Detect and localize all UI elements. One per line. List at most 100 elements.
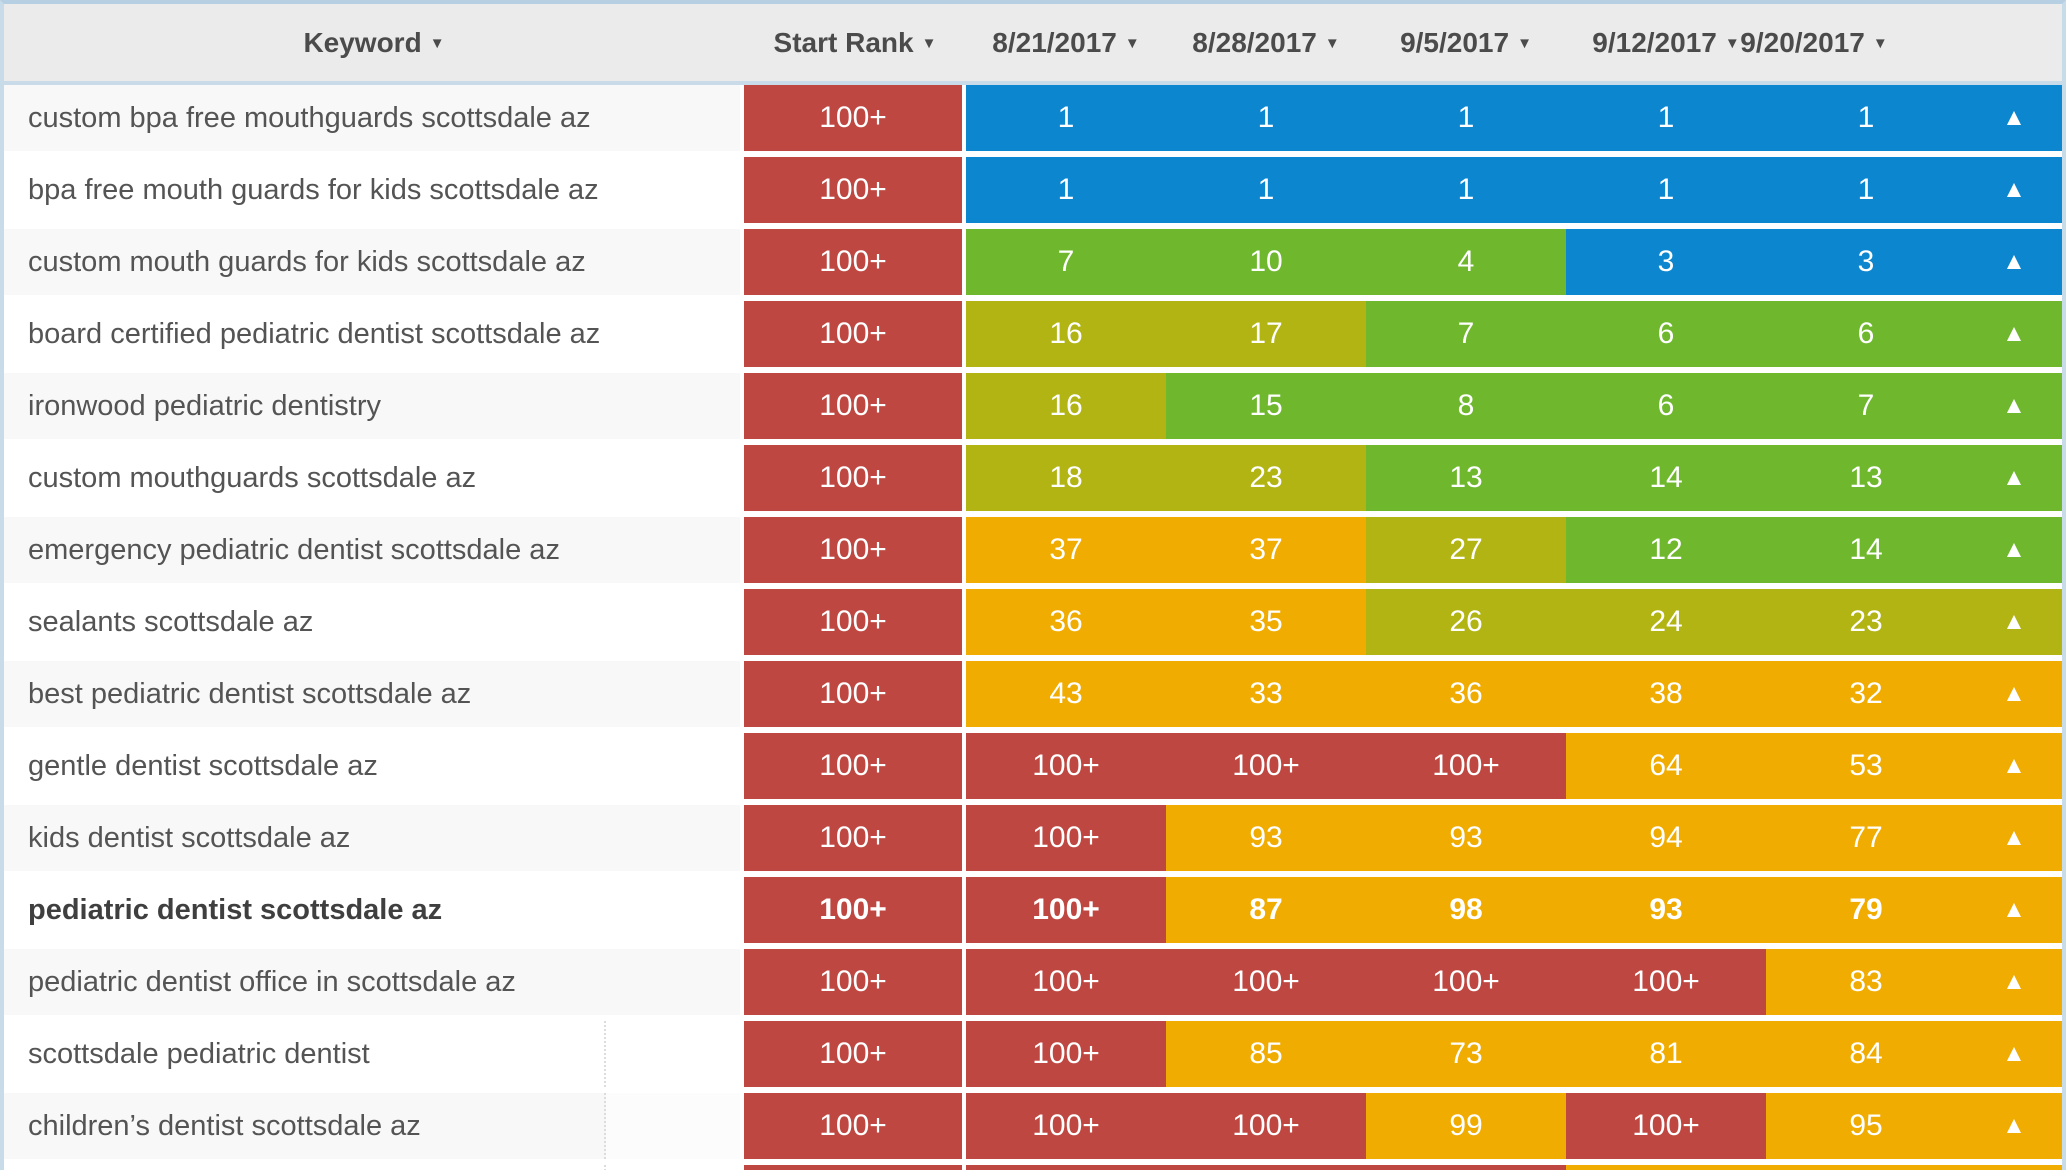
- keyword-cell[interactable]: sealants scottsdale az: [4, 589, 740, 655]
- start-rank-cell[interactable]: 100+: [744, 733, 962, 799]
- keyword-cell[interactable]: kids dentist scottsdale az: [4, 805, 740, 871]
- rank-cell[interactable]: 36: [1366, 661, 1566, 727]
- keyword-cell[interactable]: custom mouthguards scottsdale az: [4, 445, 740, 511]
- rank-cell[interactable]: 100+: [966, 1093, 1166, 1159]
- rank-cell[interactable]: 17: [1166, 301, 1366, 367]
- trend-cell[interactable]: ▲: [1966, 445, 2062, 511]
- column-header-keyword[interactable]: Keyword ▼: [4, 27, 744, 59]
- rank-cell[interactable]: 16: [966, 301, 1166, 367]
- rank-cell[interactable]: 37: [1166, 517, 1366, 583]
- rank-cell[interactable]: 13: [1766, 445, 1966, 511]
- rank-cell[interactable]: 32: [1766, 661, 1966, 727]
- trend-cell[interactable]: ▲: [1966, 1021, 2062, 1087]
- rank-cell[interactable]: 100+: [1366, 949, 1566, 1015]
- keyword-cell[interactable]: board certified pediatric dentist scotts…: [4, 301, 740, 367]
- rank-cell[interactable]: 23: [1166, 445, 1366, 511]
- rank-cell[interactable]: 24: [1566, 589, 1766, 655]
- rank-cell[interactable]: 93: [1166, 805, 1366, 871]
- rank-cell[interactable]: 26: [1366, 589, 1566, 655]
- rank-cell[interactable]: 3: [1766, 229, 1966, 295]
- rank-cell[interactable]: 38: [1566, 661, 1766, 727]
- rank-cell[interactable]: 36: [966, 589, 1166, 655]
- rank-cell[interactable]: 7: [1766, 373, 1966, 439]
- rank-cell[interactable]: 14: [1766, 517, 1966, 583]
- rank-cell[interactable]: 100+: [966, 733, 1166, 799]
- rank-cell[interactable]: 98: [1366, 877, 1566, 943]
- keyword-cell[interactable]: custom mouth guards for kids scottsdale …: [4, 229, 740, 295]
- rank-cell[interactable]: [1166, 1165, 1366, 1170]
- start-rank-cell[interactable]: 100+: [744, 301, 962, 367]
- rank-cell[interactable]: 93: [1366, 805, 1566, 871]
- keyword-cell[interactable]: bpa free mouth guards for kids scottsdal…: [4, 157, 740, 223]
- trend-cell[interactable]: ▲: [1966, 805, 2062, 871]
- rank-cell[interactable]: 73: [1366, 1021, 1566, 1087]
- rank-cell[interactable]: 37: [966, 517, 1166, 583]
- rank-cell[interactable]: 1: [1166, 85, 1366, 151]
- rank-cell[interactable]: 1: [966, 85, 1166, 151]
- trend-cell[interactable]: ▲: [1966, 733, 2062, 799]
- start-rank-cell[interactable]: 100+: [744, 1021, 962, 1087]
- rank-cell[interactable]: 4: [1366, 229, 1566, 295]
- rank-cell[interactable]: 1: [1366, 157, 1566, 223]
- rank-cell[interactable]: 10: [1166, 229, 1366, 295]
- rank-cell[interactable]: 16: [966, 373, 1166, 439]
- start-rank-cell[interactable]: 100+: [744, 1093, 962, 1159]
- trend-cell[interactable]: ▲: [1966, 157, 2062, 223]
- start-rank-cell[interactable]: 100+: [744, 445, 962, 511]
- trend-cell[interactable]: ▲: [1966, 229, 2062, 295]
- rank-cell[interactable]: 94: [1566, 805, 1766, 871]
- rank-cell[interactable]: 100+: [1166, 733, 1366, 799]
- column-header-date-2[interactable]: 8/28/2017 ▼: [1166, 27, 1366, 59]
- keyword-cell[interactable]: emergency pediatric dentist scottsdale a…: [4, 517, 740, 583]
- keyword-cell[interactable]: scottsdale pediatric dentist: [4, 1021, 740, 1087]
- trend-cell[interactable]: [1966, 1165, 2062, 1170]
- rank-cell[interactable]: 64: [1566, 733, 1766, 799]
- start-rank-cell[interactable]: 100+: [744, 877, 962, 943]
- column-header-date-4[interactable]: 9/12/2017 ▼: [1566, 27, 1766, 59]
- start-rank-cell[interactable]: 100+: [744, 661, 962, 727]
- rank-cell[interactable]: 7: [966, 229, 1166, 295]
- trend-cell[interactable]: ▲: [1966, 1093, 2062, 1159]
- start-rank-cell[interactable]: 100+: [744, 949, 962, 1015]
- rank-cell[interactable]: 100+: [966, 805, 1166, 871]
- trend-cell[interactable]: ▲: [1966, 517, 2062, 583]
- rank-cell[interactable]: 53: [1766, 733, 1966, 799]
- rank-cell[interactable]: 100+: [1166, 949, 1366, 1015]
- rank-cell[interactable]: 14: [1566, 445, 1766, 511]
- rank-cell[interactable]: 84: [1766, 1021, 1966, 1087]
- rank-cell[interactable]: 7: [1366, 301, 1566, 367]
- rank-cell[interactable]: 100+: [1166, 1093, 1366, 1159]
- column-header-date-1[interactable]: 8/21/2017 ▼: [966, 27, 1166, 59]
- rank-cell[interactable]: 1: [1366, 85, 1566, 151]
- rank-cell[interactable]: 100+: [1566, 949, 1766, 1015]
- rank-cell[interactable]: 100+: [1366, 733, 1566, 799]
- column-header-date-3[interactable]: 9/5/2017 ▼: [1366, 27, 1566, 59]
- column-header-start-rank[interactable]: Start Rank ▼: [744, 27, 966, 59]
- rank-cell[interactable]: 6: [1766, 301, 1966, 367]
- rank-cell[interactable]: 1: [1766, 157, 1966, 223]
- keyword-cell[interactable]: children’s dentist scottsdale az: [4, 1093, 740, 1159]
- keyword-cell[interactable]: gentle dentist scottsdale az: [4, 733, 740, 799]
- rank-cell[interactable]: 13: [1366, 445, 1566, 511]
- rank-cell[interactable]: 1: [1766, 85, 1966, 151]
- trend-cell[interactable]: ▲: [1966, 949, 2062, 1015]
- rank-cell[interactable]: 3: [1566, 229, 1766, 295]
- rank-cell[interactable]: 1: [966, 157, 1166, 223]
- trend-cell[interactable]: ▲: [1966, 877, 2062, 943]
- rank-cell[interactable]: 87: [1166, 877, 1366, 943]
- start-rank-cell[interactable]: 100+: [744, 589, 962, 655]
- keyword-cell[interactable]: best pediatric dentist scottsdale az: [4, 661, 740, 727]
- rank-cell[interactable]: 43: [966, 661, 1166, 727]
- start-rank-cell[interactable]: [744, 1165, 962, 1170]
- trend-cell[interactable]: ▲: [1966, 301, 2062, 367]
- rank-cell[interactable]: 100+: [966, 877, 1166, 943]
- trend-cell[interactable]: ▲: [1966, 373, 2062, 439]
- start-rank-cell[interactable]: 100+: [744, 157, 962, 223]
- rank-cell[interactable]: 81: [1566, 1021, 1766, 1087]
- rank-cell[interactable]: 100+: [966, 1021, 1166, 1087]
- start-rank-cell[interactable]: 100+: [744, 805, 962, 871]
- rank-cell[interactable]: 1: [1566, 85, 1766, 151]
- start-rank-cell[interactable]: 100+: [744, 517, 962, 583]
- rank-cell[interactable]: 1: [1566, 157, 1766, 223]
- start-rank-cell[interactable]: 100+: [744, 373, 962, 439]
